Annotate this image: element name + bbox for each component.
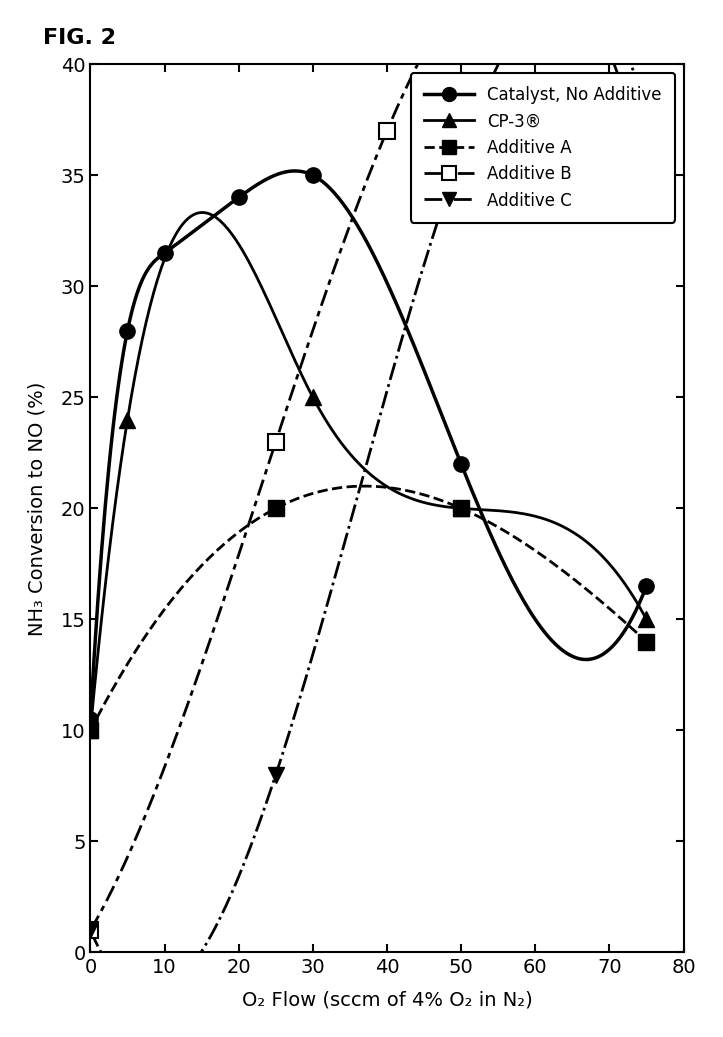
Legend: Catalyst, No Additive, CP-3®, Additive A, Additive B, Additive C: Catalyst, No Additive, CP-3®, Additive A… bbox=[411, 73, 675, 223]
Y-axis label: NH₃ Conversion to NO (%): NH₃ Conversion to NO (%) bbox=[27, 382, 47, 636]
X-axis label: O₂ Flow (sccm of 4% O₂ in N₂): O₂ Flow (sccm of 4% O₂ in N₂) bbox=[241, 990, 532, 1009]
Text: FIG. 2: FIG. 2 bbox=[43, 28, 116, 48]
